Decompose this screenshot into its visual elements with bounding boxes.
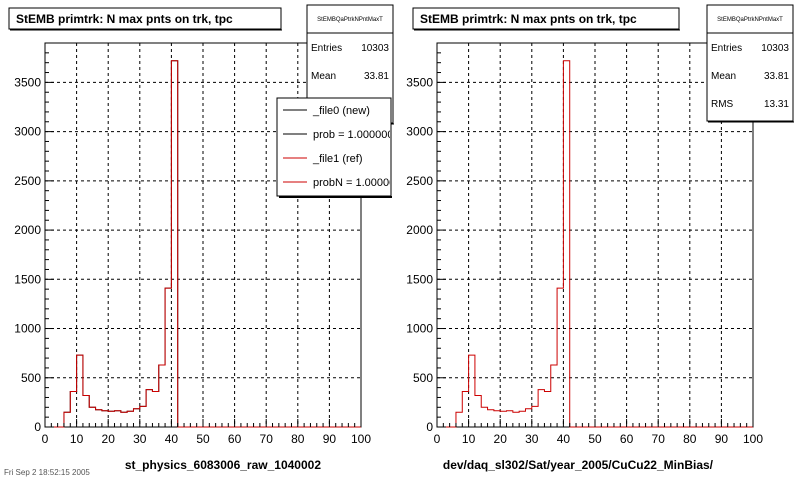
chart1-title: StEMB primtrk: N max pnts on trk, tpc (16, 12, 233, 26)
chart2-x-axis-label: dev/daq_sl302/Sat/year_2005/CuCu22_MinBi… (443, 458, 714, 472)
chart2-y-tick-label-2: 1000 (406, 322, 433, 336)
chart2-stats-rms-value: 13.31 (764, 99, 789, 110)
chart1-stats-entries-label: Entries (311, 43, 342, 54)
chart2-y-tick-label-7: 3500 (406, 75, 433, 89)
chart2-x-tick-label-0: 0 (434, 432, 441, 446)
chart1-y-tick-label-4: 2000 (14, 223, 41, 237)
chart2-stats-mean-label: Mean (711, 71, 736, 82)
chart1-x-tick-label-0: 0 (42, 432, 49, 446)
chart1-x-tick-label-8: 80 (291, 432, 305, 446)
chart2-x-tick-label-3: 30 (525, 432, 539, 446)
chart2-x-tick-label-10: 100 (743, 432, 763, 446)
chart1-y-tick-label-7: 3500 (14, 75, 41, 89)
chart2-x-tick-label-9: 90 (715, 432, 729, 446)
chart1-y-tick-label-1: 500 (21, 371, 41, 385)
chart2-stats-name: StEMBQaPtrkNPntMaxT (717, 17, 783, 23)
chart1-stats-mean-label: Mean (311, 71, 336, 82)
chart2-x-tick-label-2: 20 (494, 432, 508, 446)
chart1-stats-entries-value: 10303 (361, 43, 389, 54)
chart1-y-tick-label-3: 1500 (14, 272, 41, 286)
chart2-stats-mean-value: 33.81 (764, 71, 789, 82)
chart1-stats-name: StEMBQaPtrkNPntMaxT (317, 17, 383, 23)
chart1-x-tick-label-7: 70 (260, 432, 274, 446)
chart1-y-tick-label-6: 3000 (14, 125, 41, 139)
chart1-x-tick-label-5: 50 (196, 432, 210, 446)
chart1-stats-mean-value: 33.81 (364, 71, 389, 82)
chart1-x-tick-label-9: 90 (323, 432, 337, 446)
chart1-x-tick-label-2: 20 (102, 432, 116, 446)
chart2-x-tick-label-1: 10 (462, 432, 476, 446)
chart1-x-tick-label-6: 60 (228, 432, 242, 446)
chart1-x-tick-label-3: 30 (133, 432, 147, 446)
chart2-stats-rms-label: RMS (711, 99, 734, 110)
footer-timestamp: Fri Sep 2 18:52:15 2005 (4, 468, 90, 477)
chart1-x-tick-label-4: 40 (165, 432, 179, 446)
chart2-title-box (412, 7, 680, 30)
chart1-x-axis-label: st_physics_6083006_raw_1040002 (125, 458, 321, 472)
chart1-title-box (8, 7, 282, 30)
chart2-series-0-line (437, 60, 753, 428)
chart2-x-tick-label-5: 50 (588, 432, 602, 446)
chart2-x-tick-label-6: 60 (620, 432, 634, 446)
chart2-title: StEMB primtrk: N max pnts on trk, tpc (420, 12, 637, 26)
chart1-legend-label-2: _file1 (ref) (312, 153, 363, 165)
chart2-y-tick-label-3: 1500 (406, 272, 433, 286)
chart1-x-tick-label-1: 10 (70, 432, 84, 446)
chart1-series-1-line (45, 60, 361, 428)
chart2-x-tick-label-7: 70 (652, 432, 666, 446)
chart2-y-tick-label-5: 2500 (406, 174, 433, 188)
chart2-stats-entries-label: Entries (711, 43, 742, 54)
chart2-x-tick-label-4: 40 (557, 432, 571, 446)
chart1-x-tick-label-10: 100 (351, 432, 371, 446)
chart2-y-tick-label-0: 0 (426, 420, 433, 434)
chart1-legend-label-1: prob = 1.000000 (313, 129, 393, 141)
chart2-x-tick-label-8: 80 (683, 432, 697, 446)
chart1-legend-label-3: probN = 1.000000 (313, 177, 401, 189)
chart1-y-tick-label-0: 0 (34, 420, 41, 434)
chart2-y-tick-label-1: 500 (413, 371, 433, 385)
chart2-y-tick-label-4: 2000 (406, 223, 433, 237)
chart2-y-tick-label-6: 3000 (406, 125, 433, 139)
chart1-y-tick-label-2: 1000 (14, 322, 41, 336)
chart1-legend-label-0: _file0 (new) (312, 105, 370, 117)
chart1-y-tick-label-5: 2500 (14, 174, 41, 188)
chart2-stats-box (706, 4, 794, 122)
chart2-stats-entries-value: 10303 (761, 43, 789, 54)
